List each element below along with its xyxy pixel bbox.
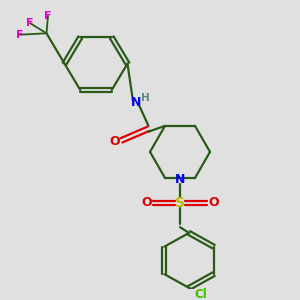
- Text: H: H: [141, 92, 150, 103]
- Text: N: N: [131, 96, 142, 109]
- Text: F: F: [26, 18, 34, 28]
- Text: F: F: [16, 30, 23, 40]
- Text: F: F: [44, 11, 52, 21]
- Text: N: N: [175, 173, 185, 186]
- Text: O: O: [208, 196, 219, 209]
- Text: S: S: [175, 196, 185, 209]
- Text: Cl: Cl: [195, 288, 207, 300]
- Text: O: O: [110, 135, 120, 148]
- Text: O: O: [141, 196, 152, 209]
